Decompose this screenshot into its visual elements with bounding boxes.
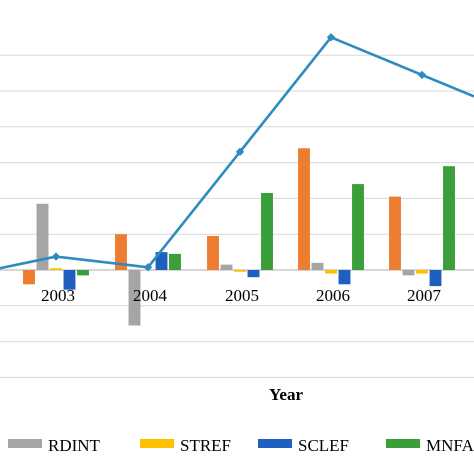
bar-rdint-2005 (220, 264, 233, 270)
bar-mnfa-2005 (261, 193, 273, 270)
legend-label-rdint: RDINT (48, 436, 101, 455)
bar-stref-2003 (50, 268, 62, 270)
x-axis-title: Year (269, 385, 303, 404)
x-tick-2006: 2006 (316, 286, 350, 305)
bar-series0-2003 (23, 270, 35, 285)
line-marker-2004 (143, 263, 153, 272)
x-tick-2004: 2004 (133, 286, 168, 305)
bar-sclef-2007 (429, 270, 442, 287)
legend-swatch-rdint (8, 439, 42, 448)
legend-label-stref: STREF (180, 436, 231, 455)
legend: RDINT STREF SCLEF MNFA (8, 436, 474, 455)
line-marker-2007 (417, 70, 427, 80)
x-tick-2007: 2007 (407, 286, 442, 305)
bar-mnfa-2004 (169, 253, 181, 270)
bar-mnfa-2007 (443, 166, 455, 270)
bar-stref-2005 (234, 270, 246, 272)
bar-series0-2007 (389, 196, 401, 270)
bar-series0-2006 (298, 148, 310, 270)
bar-stref-2007 (416, 270, 428, 274)
bar-rdint-2004 (128, 270, 141, 326)
legend-label-sclef: SCLEF (298, 436, 349, 455)
bar-stref-2006 (325, 270, 337, 274)
x-tick-labels: 2003 2004 2005 2006 2007 (41, 286, 442, 305)
bar-mnfa-2006 (352, 184, 364, 270)
bar-series (23, 148, 455, 326)
x-tick-2005: 2005 (225, 286, 259, 305)
legend-swatch-sclef (258, 439, 292, 448)
bar-sclef-2005 (247, 270, 260, 278)
line-marker-2006 (326, 33, 336, 42)
bar-series0-2004 (115, 234, 127, 270)
legend-label-mnfa: MNFA (426, 436, 474, 455)
line-series (0, 33, 474, 272)
bar-mnfa-2003 (77, 270, 89, 276)
line-marker-2005 (235, 147, 245, 157)
bar-rdint-2006 (311, 262, 324, 270)
bar-sclef-2004 (155, 252, 168, 270)
legend-swatch-mnfa (386, 439, 420, 448)
line-marker-2003 (51, 252, 61, 261)
bar-sclef-2006 (338, 270, 351, 285)
gridlines (0, 54, 474, 378)
bar-series0-2005 (207, 235, 219, 270)
bar-rdint-2007 (402, 270, 415, 276)
legend-swatch-stref (140, 439, 174, 448)
x-tick-2003: 2003 (41, 286, 75, 305)
bar-rdint-2003 (36, 203, 49, 270)
bar-sclef-2003 (63, 270, 76, 290)
